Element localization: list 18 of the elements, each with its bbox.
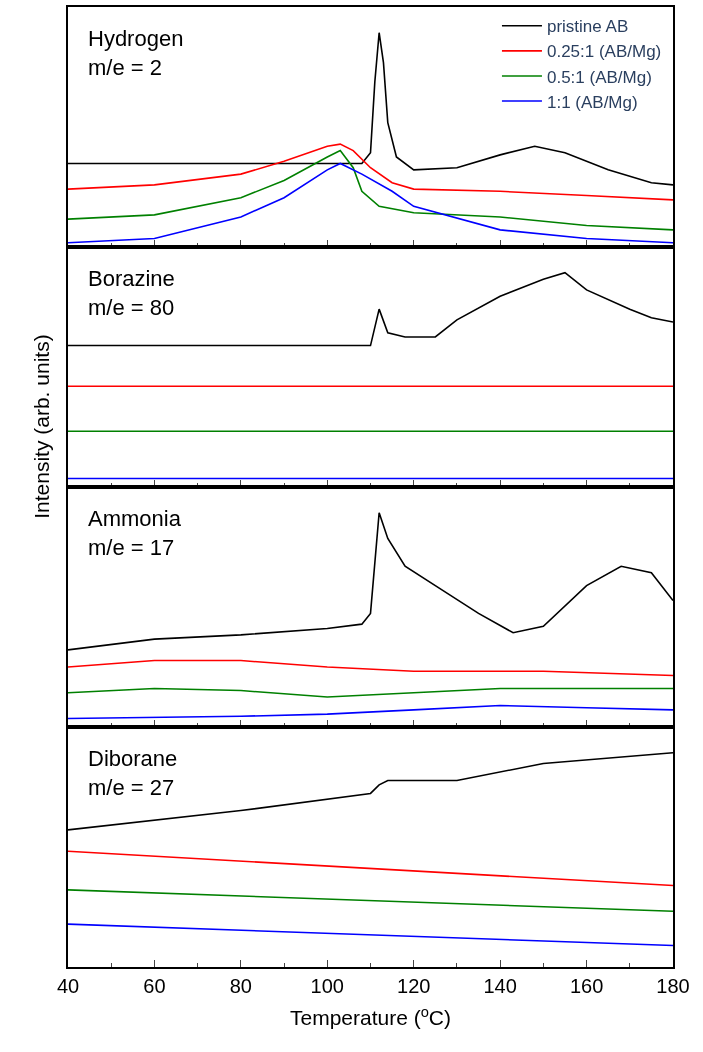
annotation: Borazine m/e = 80 [88, 266, 175, 320]
annotation: Ammonia m/e = 17 [88, 506, 182, 560]
x-tick-label: 140 [483, 974, 517, 997]
x-tick-label: 160 [569, 974, 604, 997]
legend-label: 1:1 (AB/Mg) [546, 92, 638, 112]
x-tick-label: 60 [143, 974, 166, 997]
legend-label: pristine AB [546, 17, 629, 37]
x-tick-label: 40 [56, 974, 80, 997]
y-axis-title: Intensity (arb. units) [29, 334, 53, 519]
x-tick-label: 120 [397, 974, 431, 997]
x-tick-label: 100 [310, 974, 344, 997]
x-axis-title: Temperature ($^{o}$C) [289, 1003, 452, 1030]
annotation: Diborane m/e = 27 [88, 746, 178, 800]
legend-label: 0.5:1 (AB/Mg) [546, 67, 652, 87]
annotation: Hydrogen m/e = 2 [88, 26, 184, 80]
x-tick-label: 180 [656, 974, 690, 997]
legend-label: 0.25:1 (AB/Mg) [546, 42, 662, 62]
x-tick-label: 80 [229, 974, 252, 997]
